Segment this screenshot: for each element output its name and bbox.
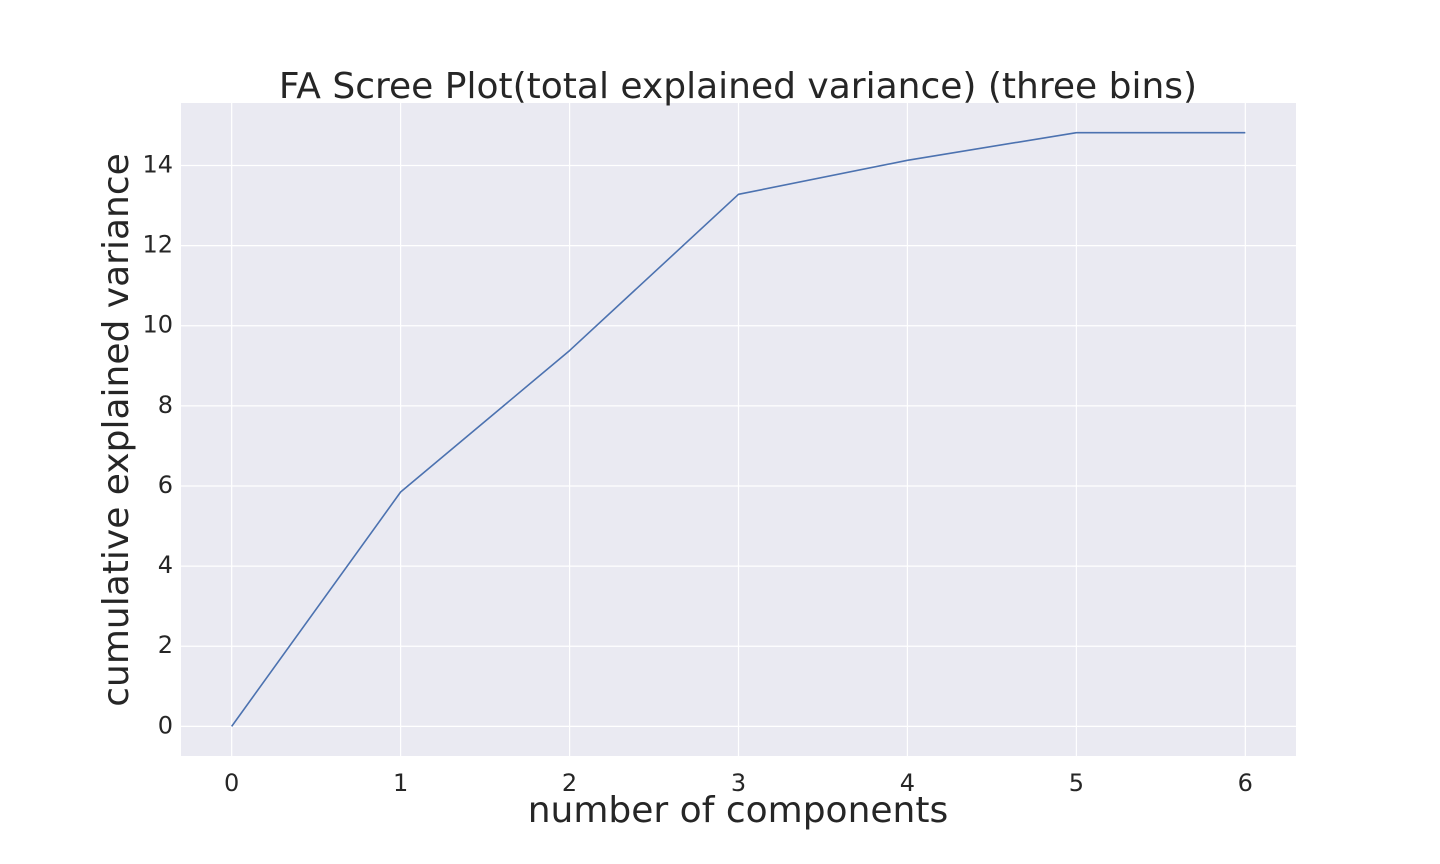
y-tick-label: 14 (142, 150, 173, 178)
y-tick-label: 6 (158, 471, 173, 499)
x-axis-label: number of components (528, 790, 949, 831)
y-tick-labels: 0 2 4 6 8 10 12 14 (142, 150, 173, 739)
y-axis-label: cumulative explained variance (96, 153, 137, 707)
series-layer (231, 131, 1246, 727)
y-tick-label: 8 (158, 391, 173, 419)
y-tick-label: 0 (158, 711, 173, 739)
y-tick-label: 2 (158, 631, 173, 659)
chart-title: FA Scree Plot(total explained variance) … (279, 66, 1197, 107)
x-tick-labels: 0 1 2 3 4 5 6 (224, 769, 1253, 797)
y-tick-label: 12 (142, 231, 173, 259)
series-line (231, 131, 1246, 727)
y-tick-label: 10 (142, 311, 173, 339)
x-tick-label: 5 (1069, 769, 1084, 797)
y-tick-label: 4 (158, 551, 173, 579)
x-tick-label: 4 (900, 769, 915, 797)
x-tick-label: 0 (224, 769, 239, 797)
x-tick-label: 6 (1238, 769, 1253, 797)
x-tick-label: 1 (393, 769, 408, 797)
grid-lines (181, 103, 1296, 756)
x-tick-label: 2 (562, 769, 577, 797)
x-tick-label: 3 (731, 769, 746, 797)
